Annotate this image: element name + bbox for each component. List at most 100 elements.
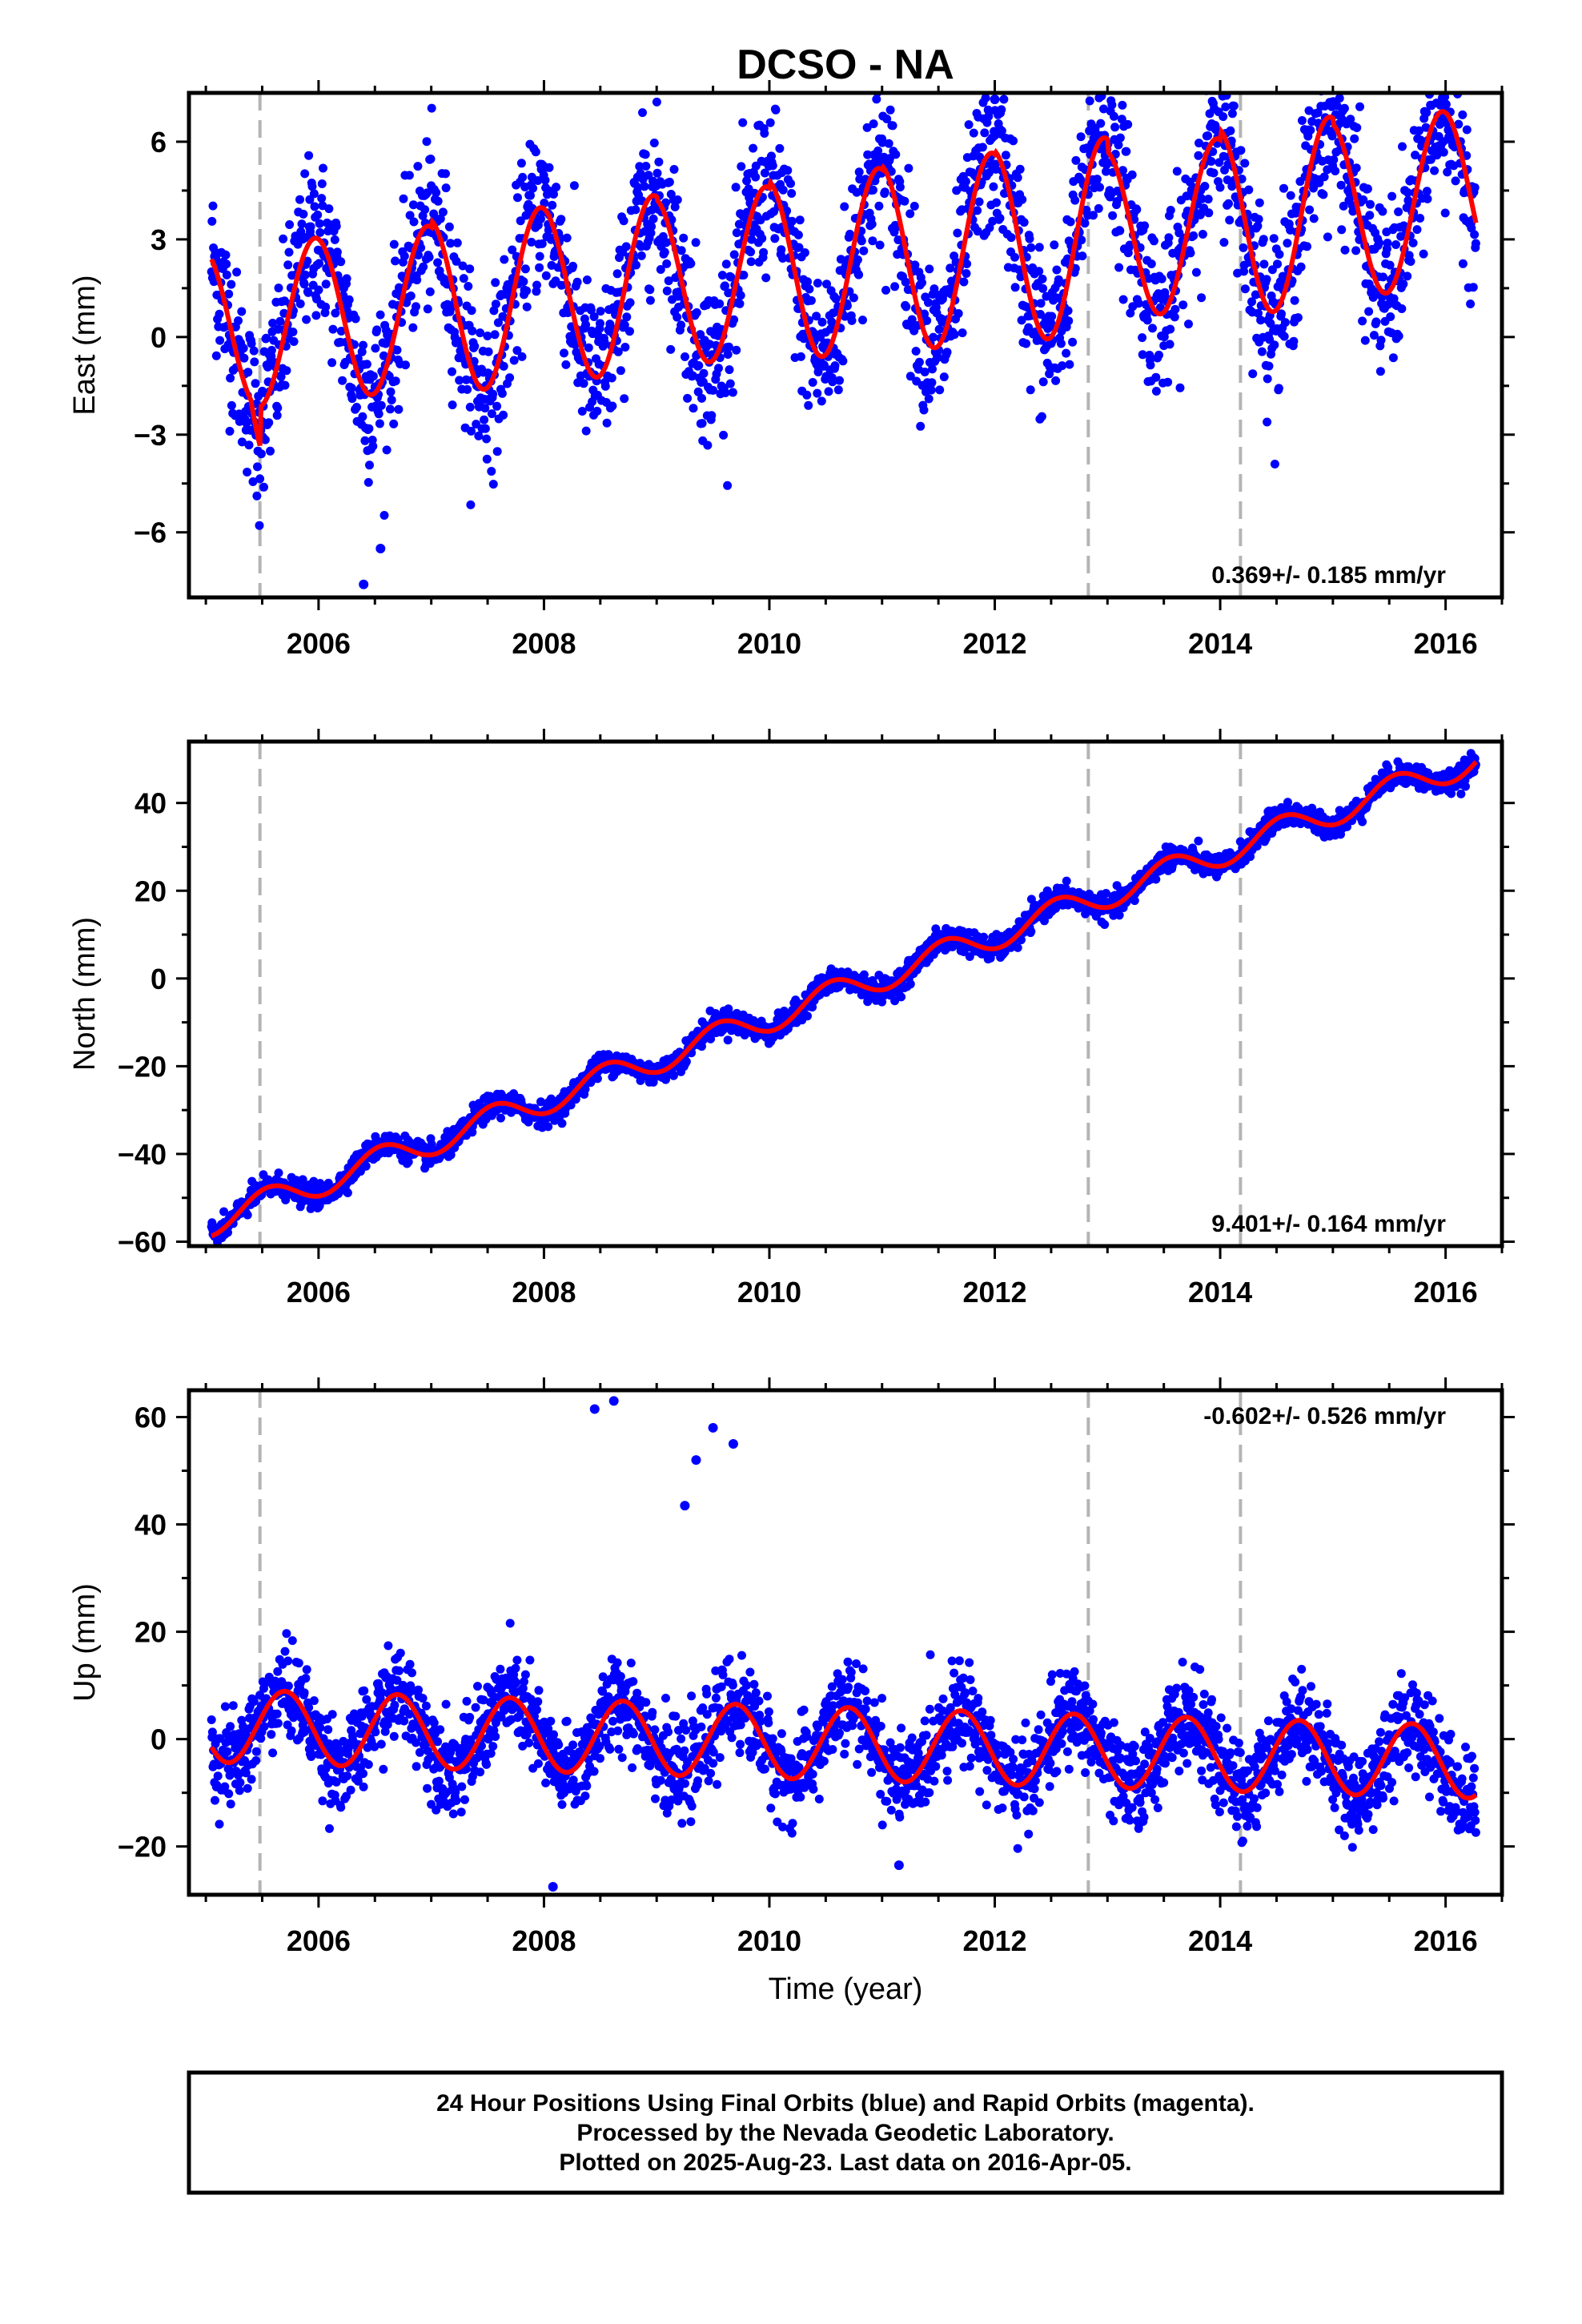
data-point bbox=[891, 150, 901, 159]
data-point bbox=[725, 365, 734, 375]
data-point bbox=[1309, 214, 1319, 223]
data-point bbox=[681, 352, 689, 361]
data-point bbox=[813, 279, 822, 287]
data-point bbox=[1034, 243, 1044, 252]
data-point bbox=[981, 93, 990, 103]
data-point bbox=[808, 1003, 817, 1012]
data-point bbox=[263, 362, 272, 372]
data-point bbox=[259, 482, 268, 492]
data-point bbox=[509, 356, 519, 365]
data-point bbox=[1327, 131, 1337, 141]
data-point bbox=[313, 210, 323, 219]
data-point bbox=[284, 247, 294, 257]
data-point bbox=[1047, 312, 1057, 321]
data-point bbox=[1279, 183, 1288, 193]
data-point bbox=[1269, 234, 1279, 243]
data-point bbox=[1394, 207, 1403, 216]
data-point bbox=[582, 275, 592, 284]
data-point bbox=[905, 372, 915, 381]
data-point bbox=[391, 376, 400, 386]
data-point bbox=[612, 269, 622, 279]
data-point bbox=[328, 324, 338, 334]
data-point bbox=[1065, 360, 1074, 369]
data-point bbox=[1256, 316, 1266, 325]
data-point bbox=[929, 332, 938, 342]
data-point bbox=[638, 108, 647, 118]
data-point bbox=[721, 281, 729, 291]
data-point bbox=[596, 319, 604, 328]
data-point bbox=[376, 400, 386, 410]
data-point bbox=[874, 201, 884, 211]
data-point bbox=[1286, 191, 1295, 200]
data-point bbox=[1351, 163, 1361, 173]
data-point bbox=[508, 245, 517, 255]
data-point bbox=[867, 219, 877, 229]
data-point bbox=[1451, 17, 1460, 26]
data-point bbox=[1194, 151, 1203, 160]
data-point bbox=[1313, 108, 1323, 118]
data-point bbox=[359, 340, 367, 350]
data-point bbox=[1383, 300, 1393, 309]
data-point bbox=[401, 360, 410, 370]
data-point bbox=[833, 385, 843, 395]
data-point bbox=[513, 193, 522, 203]
data-point bbox=[482, 434, 492, 444]
data-point bbox=[739, 271, 749, 279]
data-point bbox=[497, 388, 507, 398]
data-point bbox=[432, 188, 441, 197]
data-point bbox=[802, 390, 812, 400]
data-point bbox=[572, 277, 582, 287]
data-point bbox=[1453, 82, 1462, 91]
data-point bbox=[516, 159, 526, 168]
data-point bbox=[225, 427, 235, 436]
data-point bbox=[1219, 238, 1229, 247]
data-point bbox=[656, 265, 665, 274]
data-point bbox=[1264, 361, 1274, 371]
data-point bbox=[1447, 58, 1456, 67]
data-point bbox=[1293, 313, 1303, 323]
data-point bbox=[877, 138, 887, 147]
data-point bbox=[1138, 350, 1147, 360]
data-point bbox=[1378, 207, 1387, 216]
data-point bbox=[512, 346, 522, 356]
data-point bbox=[1312, 73, 1321, 82]
data-point bbox=[847, 316, 857, 325]
data-point bbox=[914, 357, 924, 367]
data-point bbox=[1275, 250, 1284, 259]
data-point bbox=[930, 284, 939, 294]
data-point bbox=[1013, 173, 1022, 183]
data-point bbox=[482, 454, 492, 464]
data-point bbox=[533, 176, 543, 185]
data-point bbox=[1246, 852, 1255, 862]
data-point bbox=[1130, 896, 1139, 906]
data-point bbox=[827, 317, 837, 327]
data-point bbox=[331, 222, 341, 231]
data-point bbox=[224, 289, 234, 299]
data-point bbox=[528, 183, 538, 193]
data-point bbox=[1226, 83, 1235, 92]
data-point bbox=[625, 298, 635, 308]
data-point bbox=[1466, 300, 1476, 308]
data-point bbox=[537, 239, 547, 248]
data-point bbox=[1458, 259, 1468, 268]
data-point bbox=[660, 247, 669, 257]
data-point bbox=[907, 315, 917, 324]
data-point bbox=[317, 194, 327, 203]
data-point bbox=[1308, 74, 1317, 83]
data-point bbox=[973, 206, 982, 215]
data-point bbox=[283, 260, 293, 270]
data-point bbox=[474, 431, 484, 440]
data-point bbox=[875, 240, 885, 250]
data-point bbox=[1358, 817, 1367, 826]
data-point bbox=[255, 474, 265, 484]
data-point bbox=[1468, 283, 1478, 292]
data-point bbox=[1358, 316, 1367, 326]
data-point bbox=[480, 424, 490, 433]
data-point bbox=[375, 419, 384, 428]
data-point bbox=[900, 196, 909, 206]
data-point bbox=[989, 70, 998, 79]
data-point bbox=[1025, 234, 1034, 243]
data-point bbox=[983, 105, 993, 115]
data-point bbox=[1254, 215, 1263, 224]
data-point bbox=[654, 157, 664, 167]
